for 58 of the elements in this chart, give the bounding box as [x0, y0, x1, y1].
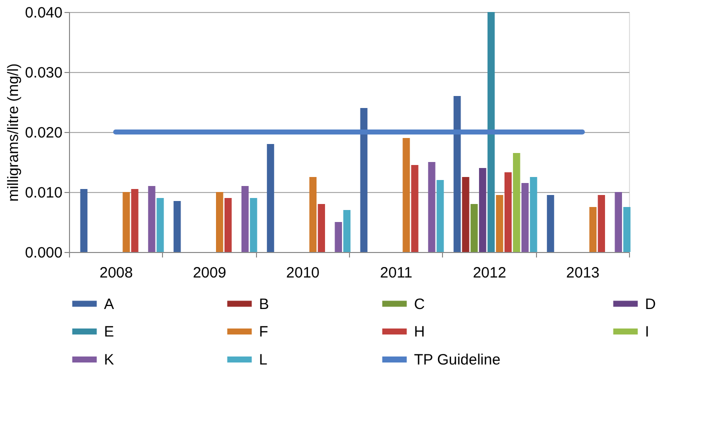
bar [546, 195, 554, 252]
bar [402, 138, 410, 252]
x-tick-label: 2011 [380, 264, 412, 282]
bar [360, 108, 368, 252]
bar [428, 162, 436, 252]
y-tick-label: 0.040 [24, 4, 62, 22]
x-tick-label: 2008 [99, 264, 133, 282]
bar [131, 189, 138, 252]
x-tick-label: 2013 [566, 264, 600, 282]
legend-label: B [259, 296, 270, 313]
bar [436, 180, 444, 252]
y-tick-label: 0.030 [24, 64, 62, 82]
y-tick-label: 0.020 [24, 124, 62, 142]
bar [216, 192, 224, 252]
bar [411, 165, 418, 252]
bar [530, 177, 538, 252]
bar [470, 204, 478, 252]
x-tick-label: 2010 [286, 264, 320, 282]
bar [148, 186, 156, 252]
x-tick-label: 2009 [192, 264, 226, 282]
bar [122, 192, 130, 252]
bar [614, 192, 622, 252]
bar [309, 177, 317, 252]
legend-label: H [414, 324, 425, 340]
x-tick-label: 2012 [472, 264, 506, 282]
bar [454, 96, 461, 252]
bar [156, 198, 164, 252]
bar [462, 177, 470, 252]
bar [318, 204, 326, 252]
bar [334, 222, 342, 252]
bar [479, 168, 486, 252]
bar [266, 144, 274, 252]
bar [488, 12, 495, 252]
legend-label: A [104, 296, 114, 313]
bar [496, 195, 504, 252]
legend-label: K [104, 352, 114, 368]
bar [589, 207, 597, 252]
legend-label: C [414, 296, 425, 313]
bar [241, 186, 249, 252]
bar [521, 183, 529, 252]
legend-label: L [259, 352, 268, 368]
bar [343, 210, 350, 252]
bar [504, 172, 512, 252]
legend-label: F [259, 324, 268, 340]
legend-label: E [104, 324, 114, 340]
y-tick-label: 0.000 [24, 244, 62, 262]
bar [224, 198, 232, 252]
bar [623, 207, 630, 252]
y-tick-label: 0.010 [24, 184, 62, 202]
bar [598, 195, 606, 252]
bar [174, 201, 181, 252]
bar [80, 189, 88, 252]
y-axis-title: milligrams/litre (mg/l) [4, 63, 22, 202]
legend-label: D [645, 296, 656, 313]
legend-label: I [645, 324, 650, 340]
bar [250, 198, 258, 252]
bar [512, 153, 520, 252]
legend-label: TP Guideline [414, 352, 500, 368]
